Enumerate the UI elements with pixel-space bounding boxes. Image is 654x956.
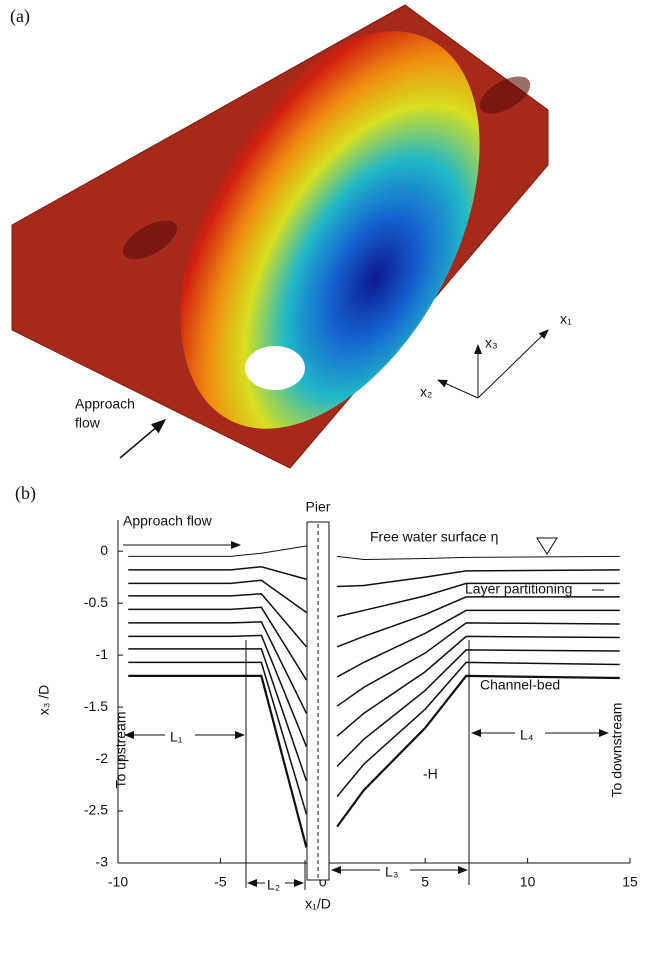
surface-symbol bbox=[537, 538, 557, 554]
x-tick-label: 10 bbox=[520, 874, 536, 890]
y-tick-label: -1 bbox=[96, 646, 109, 662]
annotation: L₂ bbox=[267, 877, 280, 893]
axis-label: x₁ bbox=[560, 311, 572, 327]
annotation: L₃ bbox=[385, 864, 399, 880]
panel-label: (a) bbox=[10, 6, 30, 27]
annotation: Pier bbox=[306, 499, 331, 515]
y-axis-label: x₃ /D bbox=[36, 685, 52, 716]
axis-label: x₂ bbox=[420, 384, 432, 400]
y-tick-label: -2.5 bbox=[84, 802, 108, 818]
annotation: L₁ bbox=[170, 729, 183, 745]
annotation: To upstream bbox=[113, 711, 129, 788]
annotation: Layer partitioning bbox=[465, 581, 572, 597]
layer-line bbox=[128, 649, 620, 781]
panel-label: (b) bbox=[15, 483, 36, 504]
annotation: Free water surface η bbox=[370, 529, 498, 545]
layer-line bbox=[128, 622, 620, 713]
x-tick-label: 5 bbox=[421, 874, 429, 890]
x-tick-label: 15 bbox=[622, 874, 638, 890]
x-axis-label: x₁/D bbox=[305, 896, 331, 912]
y-tick-label: 0 bbox=[100, 542, 108, 558]
y-tick-label: -2 bbox=[96, 750, 109, 766]
annotation: Approach flow bbox=[123, 513, 213, 529]
approach-label: Approach bbox=[75, 396, 135, 412]
layer-line bbox=[128, 607, 620, 680]
layer-line bbox=[128, 594, 620, 647]
arrow bbox=[120, 420, 165, 458]
x-tick-label: -10 bbox=[108, 874, 128, 890]
annotation: -H bbox=[423, 766, 438, 782]
approach-label: flow bbox=[75, 415, 101, 431]
axis-label: x₃ bbox=[485, 335, 498, 351]
annotation: To downstream bbox=[609, 703, 625, 798]
y-tick-label: -1.5 bbox=[84, 698, 108, 714]
annotation: Channel-bed bbox=[480, 677, 560, 693]
layer-line bbox=[128, 676, 620, 848]
y-tick-label: -3 bbox=[96, 854, 109, 870]
axis-arrow bbox=[438, 380, 478, 398]
figure: (a) Approach flow x₁ x₃ x₂ 0 -0.5 -1 -1.5 -2… bbox=[0, 0, 654, 956]
annotation: L₄ bbox=[520, 727, 534, 743]
y-tick-label: -0.5 bbox=[84, 594, 108, 610]
x-tick-label: -5 bbox=[214, 874, 227, 890]
